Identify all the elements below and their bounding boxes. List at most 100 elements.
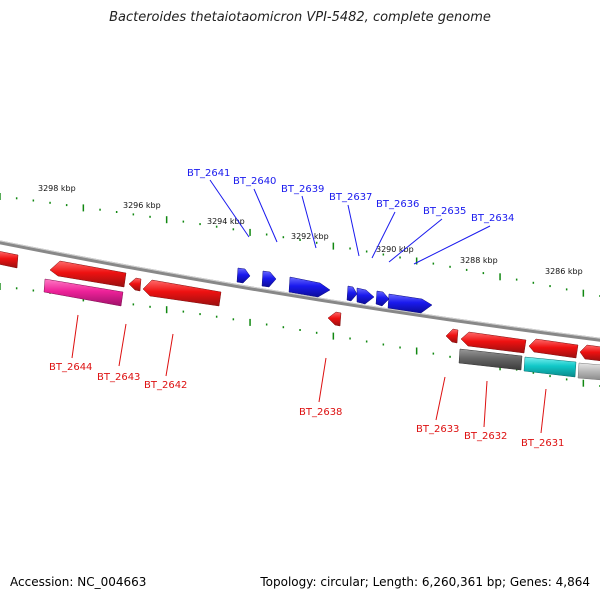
- scale-tick-minor: [465, 268, 468, 271]
- gene-label-bt-2632[interactable]: BT_2632: [464, 431, 507, 442]
- scale-tick-minor: [382, 343, 385, 346]
- feature-light-gray-bar[interactable]: [577, 362, 600, 381]
- scale-tick-minor: [149, 215, 151, 218]
- kbp-label: 3286 kbp: [545, 267, 583, 276]
- gene-bt-2637[interactable]: [346, 285, 358, 302]
- scale-tick-minor: [282, 326, 285, 329]
- scale-tick-minor: [449, 355, 451, 358]
- gene-fragment-right[interactable]: [579, 344, 600, 362]
- gene-bt-2642[interactable]: [142, 279, 222, 307]
- scale-tick-minor: [549, 285, 551, 288]
- gene-bt-2638[interactable]: [327, 311, 342, 327]
- map-title: Bacteroides thetaiotaomicron VPI-5482, c…: [109, 10, 491, 25]
- scale-tick-major: [82, 204, 85, 212]
- gene-bt-2633[interactable]: [445, 328, 459, 344]
- gene-fragment-left[interactable]: [0, 251, 19, 269]
- scale-tick-minor: [182, 310, 185, 313]
- scale-tick-minor: [299, 239, 301, 241]
- scale-tick-minor: [532, 281, 535, 284]
- gene-label-bt-2631[interactable]: BT_2631: [521, 438, 564, 449]
- scale-tick-minor: [149, 305, 151, 308]
- gene-bt-2634[interactable]: [387, 293, 433, 314]
- scale-tick-major: [415, 347, 418, 355]
- scale-tick-major: [165, 306, 168, 314]
- scale-tick-minor: [565, 288, 568, 291]
- kbp-label: 3290 kbp: [376, 245, 414, 254]
- genome-backbone-highlight: [0, 240, 600, 339]
- scale-tick-minor: [432, 352, 435, 355]
- gene-label-bt-2634[interactable]: BT_2634: [471, 213, 514, 224]
- gene-label-bt-2639[interactable]: BT_2639: [281, 184, 324, 195]
- gene-bt-2639[interactable]: [288, 276, 331, 298]
- feature-cyan-bar[interactable]: [523, 356, 577, 378]
- scale-tick-minor: [32, 289, 35, 292]
- scale-tick-minor: [315, 331, 318, 334]
- gene-label-bt-2644[interactable]: BT_2644: [49, 362, 92, 373]
- gene-bt-2644[interactable]: [49, 260, 127, 288]
- scale-tick-minor: [132, 303, 135, 306]
- gene-bt-2631[interactable]: [528, 338, 579, 359]
- gene-label-bt-2637[interactable]: BT_2637: [329, 192, 372, 203]
- feature-dark-gray-bar[interactable]: [458, 348, 523, 371]
- scale-tick-minor: [299, 329, 301, 331]
- scale-tick-major: [165, 216, 168, 224]
- gene-bt-2636[interactable]: [356, 287, 375, 305]
- scale-tick-major: [499, 273, 501, 281]
- leader-line: [388, 218, 443, 263]
- leader-line: [165, 333, 174, 377]
- feature-pink-bar[interactable]: [43, 278, 124, 307]
- gene-bt-2641[interactable]: [236, 267, 251, 284]
- scale-tick-minor: [265, 233, 268, 236]
- scale-tick-minor: [399, 346, 401, 349]
- gene-bt-2643[interactable]: [128, 277, 142, 292]
- leader-line: [413, 225, 491, 265]
- gene-bt-2632[interactable]: [460, 331, 527, 354]
- scale-tick-minor: [399, 256, 401, 259]
- leader-line: [540, 388, 547, 434]
- scale-tick-minor: [182, 220, 185, 223]
- leader-line: [483, 380, 488, 428]
- gene-label-bt-2642[interactable]: BT_2642: [144, 380, 187, 391]
- scale-tick-minor: [532, 371, 535, 374]
- scale-tick-minor: [349, 247, 351, 250]
- gene-label-bt-2640[interactable]: BT_2640: [233, 176, 276, 187]
- leader-line: [253, 188, 278, 243]
- gene-label-bt-2636[interactable]: BT_2636: [376, 199, 419, 210]
- gene-label-bt-2638[interactable]: BT_2638: [299, 407, 342, 418]
- scale-tick-minor: [565, 378, 568, 381]
- leader-line: [118, 323, 127, 367]
- leader-line: [301, 195, 317, 249]
- gene-label-bt-2635[interactable]: BT_2635: [423, 206, 466, 217]
- genome-summary: Topology: circular; Length: 6,260,361 bp…: [260, 575, 590, 589]
- scale-tick-minor: [349, 337, 351, 340]
- kbp-label: 3288 kbp: [460, 256, 498, 265]
- leader-line: [347, 204, 360, 257]
- leader-line: [318, 357, 327, 403]
- scale-ticks-upper: [0, 193, 600, 297]
- scale-tick-major: [582, 379, 585, 387]
- scale-tick-minor: [199, 313, 201, 316]
- scale-tick-major: [0, 193, 1, 200]
- kbp-label: 3294 kbp: [207, 217, 245, 226]
- scale-tick-minor: [65, 204, 68, 207]
- accession-info: Accession: NC_004663: [10, 575, 147, 589]
- gene-label-bt-2643[interactable]: BT_2643: [97, 372, 140, 383]
- scale-tick-minor: [515, 278, 518, 281]
- scale-tick-minor: [482, 272, 485, 275]
- scale-tick-minor: [549, 375, 551, 378]
- scale-tick-minor: [49, 201, 51, 204]
- scale-tick-minor: [282, 236, 285, 239]
- kbp-label: 3298 kbp: [38, 184, 76, 193]
- kbp-label: 3292 kbp: [291, 232, 329, 241]
- scale-tick-major: [249, 228, 251, 236]
- gene-bt-2635[interactable]: [375, 290, 390, 307]
- gene-label-bt-2633[interactable]: BT_2633: [416, 424, 459, 435]
- scale-tick-minor: [215, 315, 218, 318]
- scale-tick-minor: [365, 340, 368, 343]
- gene-bt-2640[interactable]: [261, 270, 277, 288]
- scale-tick-minor: [215, 225, 218, 228]
- gene-label-bt-2641[interactable]: BT_2641: [187, 168, 230, 179]
- leader-line: [371, 211, 396, 259]
- scale-tick-minor: [132, 213, 135, 216]
- genome-backbone: [0, 240, 600, 342]
